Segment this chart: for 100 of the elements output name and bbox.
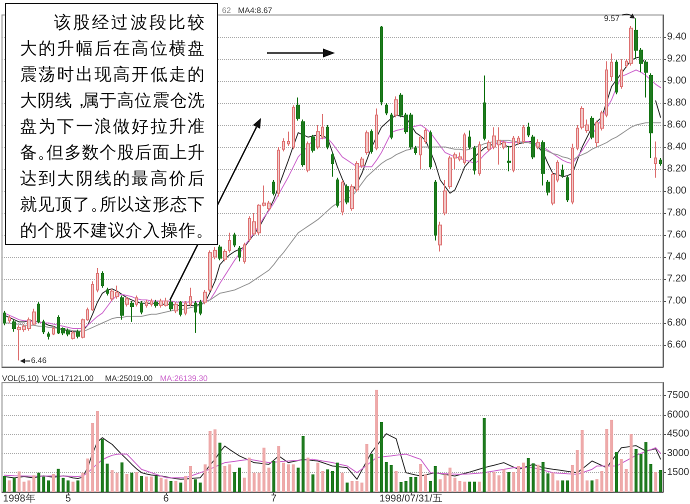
candlestick: [419, 134, 422, 170]
bar: [536, 464, 540, 492]
y-tick-label: 8.20: [667, 164, 687, 174]
bar: [27, 480, 30, 492]
candlestick: [336, 177, 339, 208]
text: VOL:17121.00: [42, 374, 94, 384]
candlestick: [125, 296, 129, 307]
bar: [512, 472, 516, 492]
y-tick-label: 7500: [667, 390, 690, 401]
bar: [66, 480, 70, 492]
annotation: 6.46: [31, 356, 47, 366]
bar: [91, 423, 94, 492]
bar: [444, 474, 447, 492]
bar: [233, 472, 236, 492]
candlestick: [238, 246, 241, 262]
candlestick: [194, 300, 197, 334]
x-tick-label: 1998/07/31/五: [379, 494, 442, 504]
candlestick: [3, 310, 6, 326]
candlestick: [154, 299, 158, 308]
bar: [110, 470, 114, 492]
bar: [365, 444, 368, 492]
bar: [350, 480, 354, 492]
bar: [267, 468, 270, 492]
bar: [120, 462, 124, 492]
candlestick: [311, 134, 315, 153]
candlestick: [546, 180, 550, 196]
y-tick-label: 8.80: [667, 98, 687, 108]
bar: [258, 472, 261, 492]
text: VOL(5,10): [2, 374, 39, 384]
bar: [130, 472, 134, 492]
bar: [649, 464, 652, 492]
candlestick: [341, 180, 344, 216]
bar: [213, 429, 216, 492]
bar: [125, 474, 128, 492]
text: MA:25019.00: [105, 374, 153, 384]
bar: [360, 482, 364, 492]
bar: [394, 471, 398, 492]
candlestick: [629, 26, 633, 66]
bar: [517, 466, 520, 492]
bar: [140, 476, 144, 492]
line-series: [4, 433, 662, 480]
text: MA:26139.30: [160, 374, 208, 384]
bar: [453, 478, 456, 492]
candlestick: [223, 248, 227, 262]
candlestick: [140, 300, 143, 315]
bar: [164, 479, 168, 492]
candlestick: [203, 290, 207, 305]
bar: [154, 476, 158, 492]
bar: [644, 442, 648, 492]
bar: [570, 464, 574, 492]
candlestick: [443, 180, 447, 216]
candlestick: [541, 140, 545, 186]
bar: [595, 479, 598, 492]
candlestick: [375, 108, 378, 151]
y-tick-label: 6.80: [667, 318, 687, 328]
candlestick: [390, 112, 393, 140]
bar: [331, 471, 334, 492]
y-tick-label: 7.60: [667, 230, 687, 240]
candlestick: [76, 329, 80, 339]
candlestick: [438, 221, 442, 252]
line-series: [4, 447, 662, 478]
bar: [106, 464, 109, 492]
candlestick: [189, 287, 192, 307]
candlestick: [566, 175, 569, 202]
bar: [654, 472, 658, 492]
bar: [37, 472, 40, 492]
candlestick: [571, 143, 574, 205]
x-tick-label: 5: [65, 494, 72, 504]
bar: [71, 482, 74, 492]
bar: [218, 442, 222, 492]
candlestick: [296, 97, 300, 122]
bar: [380, 422, 383, 492]
candlestick: [228, 232, 231, 254]
bar: [8, 480, 11, 492]
y-tick-label: 1500: [667, 467, 690, 478]
text: 该股经过波段比较大的升幅后在高位横盘震荡时出现高开低走的大阴线，属于高位震仓洗盘为下一浪做好拉升准备。但多数个股后面上升达到大阴线的最高价后就见顶了。所以这形态下的个股不建议介入操作。: [20, 13, 204, 241]
candlestick: [37, 302, 40, 324]
x-tick-label: 6: [163, 494, 170, 504]
bar: [370, 454, 374, 492]
candlestick: [385, 102, 388, 116]
candlestick: [536, 138, 540, 150]
y-tick-label: 9.20: [667, 54, 687, 64]
bar: [561, 480, 564, 492]
candlestick: [218, 244, 222, 261]
bar: [346, 482, 349, 492]
candlestick: [199, 299, 202, 316]
bar: [610, 420, 614, 492]
bar: [404, 480, 408, 492]
bar: [384, 462, 388, 492]
bar: [434, 466, 437, 492]
bar: [336, 462, 339, 492]
candlestick: [326, 124, 329, 150]
candlestick: [306, 141, 310, 173]
x-tick-label: 1998年: [3, 492, 36, 504]
candlestick: [654, 141, 657, 178]
candlestick: [468, 130, 471, 150]
bar: [586, 480, 589, 492]
bar: [22, 482, 26, 492]
bar: [639, 454, 642, 492]
bar: [208, 430, 212, 492]
